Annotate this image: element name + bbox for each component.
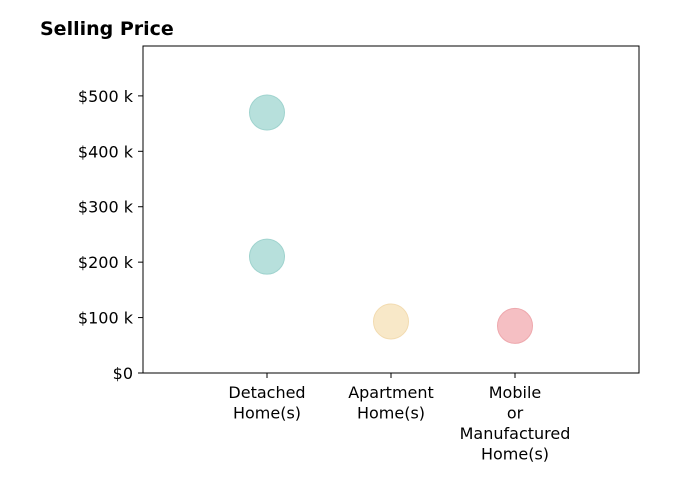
x-axis: Detached Home(s) Apartment Home(s) Mobile or M… — [228, 373, 570, 464]
x-category-label: Apartment Home(s) — [348, 383, 434, 423]
y-tick-label: $100 k — [78, 309, 134, 328]
y-tick-label: $400 k — [78, 142, 134, 161]
data-point — [497, 307, 533, 344]
y-tick-label: $200 k — [78, 253, 134, 272]
y-tick-label: $500 k — [78, 87, 134, 106]
x-category-label: Detached Home(s) — [228, 383, 305, 423]
data-point — [249, 238, 285, 275]
points-layer — [249, 94, 533, 344]
x-category-label: Mobile or Manufactured Home(s) — [460, 383, 571, 464]
data-point — [373, 303, 409, 340]
y-axis: $0 $100 k $200 k $300 k $400 k $500 k — [78, 87, 143, 383]
data-point — [249, 94, 285, 131]
y-tick-label: $0 — [113, 364, 133, 383]
y-tick-label: $300 k — [78, 198, 134, 217]
chart-title: Selling Price — [40, 18, 174, 40]
